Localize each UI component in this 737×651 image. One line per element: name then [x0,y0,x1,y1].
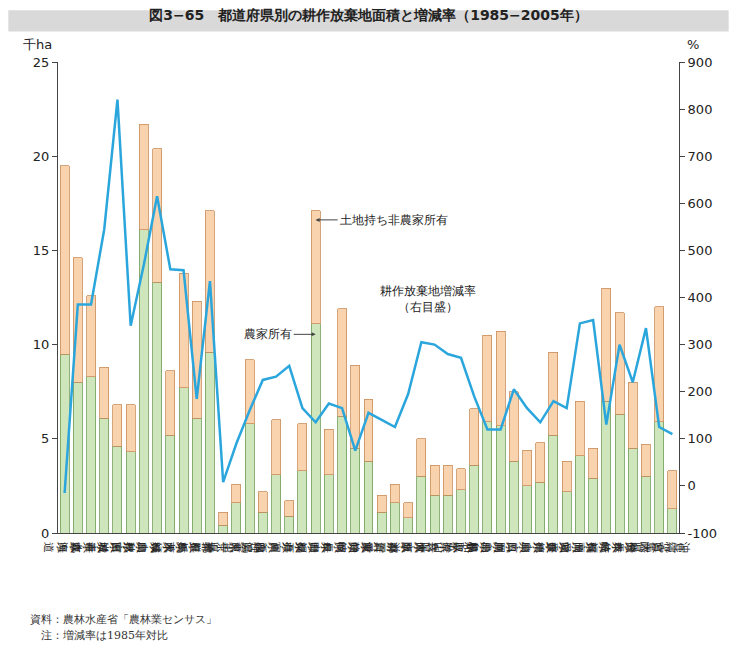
svg-text:千ha: 千ha [23,37,52,52]
svg-text:鹿児島県: 鹿児島県 [629,542,685,553]
svg-text:25: 25 [33,55,50,70]
svg-text:0: 0 [688,478,696,493]
svg-text:青森県: 青森県 [55,542,97,553]
svg-text:石川県: 石川県 [253,542,295,553]
svg-text:宮崎県: 宮崎県 [623,542,665,553]
svg-text:福井県: 福井県 [266,542,308,553]
svg-text:山形県: 山形県 [108,542,150,553]
svg-text:佐賀県: 佐賀県 [570,542,612,553]
svg-text:100: 100 [688,431,713,446]
svg-text:%: % [687,37,699,52]
svg-text:熊本県: 熊本県 [597,542,639,553]
svg-text:高知県: 高知県 [544,542,586,553]
svg-text:耕作放棄地増減率（右目盛）: 耕作放棄地増減率（右目盛） [380,284,476,314]
svg-text:富山県: 富山県 [240,542,282,553]
svg-text:700: 700 [688,149,713,164]
svg-text:600: 600 [688,196,713,211]
svg-text:京都府: 京都府 [372,542,414,553]
svg-text:大阪府: 大阪府 [385,542,427,553]
svg-text:新潟県: 新潟県 [227,542,269,553]
svg-text:愛知県: 愛知県 [332,542,374,553]
svg-text:400: 400 [688,290,713,305]
svg-text:大分県: 大分県 [610,542,652,553]
svg-text:0: 0 [41,526,49,541]
svg-text:滋賀県: 滋賀県 [359,542,401,553]
svg-text:群馬県: 群馬県 [161,541,203,553]
svg-text:東京都: 東京都 [200,542,242,553]
svg-text:5: 5 [41,431,49,446]
svg-text:200: 200 [688,384,713,399]
svg-text:和歌山県: 和歌山県 [418,542,474,553]
svg-text:300: 300 [688,337,713,352]
svg-text:長野県: 長野県 [293,542,335,553]
svg-text:資料：農林水産省「農林業センサス」: 資料：農林水産省「農林業センサス」 [30,613,217,626]
svg-text:栃木県: 栃木県 [148,542,190,553]
svg-text:20: 20 [33,149,50,164]
svg-text:山口県: 山口県 [491,542,533,553]
svg-text:福島県: 福島県 [121,542,163,553]
svg-text:10: 10 [33,337,50,352]
svg-text:秋田県: 秋田県 [95,542,137,553]
svg-text:宮城県: 宮城県 [81,541,123,553]
svg-text:島根県: 島根県 [451,542,493,553]
svg-text:注：増減率は1985年対比: 注：増減率は1985年対比 [30,629,168,642]
svg-text:香川県: 香川県 [517,542,559,553]
svg-text:広島県: 広島県 [478,542,520,553]
svg-text:奈良県: 奈良県 [412,542,454,553]
svg-text:茨城県: 茨城県 [134,541,176,553]
svg-text:15: 15 [33,243,50,258]
svg-text:鳥取県: 鳥取県 [438,541,480,553]
svg-text:三重県: 三重県 [346,542,388,553]
svg-text:愛媛県: 愛媛県 [531,542,573,553]
svg-text:北海道: 北海道 [42,542,84,553]
svg-text:沖縄県: 沖縄県 [650,541,692,553]
svg-text:岩手県: 岩手県 [68,542,110,553]
svg-text:-100: -100 [688,526,718,541]
svg-text:山梨県: 山梨県 [280,542,322,553]
svg-text:図3−65 都道府県別の耕作放棄地面積と増減率（1985−2: 図3−65 都道府県別の耕作放棄地面積と増減率（1985−2005年） [149,7,588,23]
svg-text:埼玉県: 埼玉県 [174,541,216,553]
svg-text:農家所有: 農家所有 [244,327,292,341]
svg-text:徳島県: 徳島県 [504,542,546,553]
svg-text:800: 800 [688,102,713,117]
svg-text:兵庫県: 兵庫県 [399,542,441,553]
svg-text:神奈川県: 神奈川県 [206,542,262,553]
svg-text:900: 900 [688,55,713,70]
svg-text:静岡県: 静岡県 [319,542,361,553]
svg-text:岐阜県: 岐阜県 [306,542,348,553]
svg-text:土地持ち非農家所有: 土地持ち非農家所有 [340,213,448,227]
svg-text:福岡県: 福岡県 [557,542,599,553]
svg-text:長崎県: 長崎県 [584,542,626,553]
svg-text:千葉県: 千葉県 [187,542,229,553]
svg-text:岡山県: 岡山県 [465,542,507,553]
svg-text:500: 500 [688,243,713,258]
